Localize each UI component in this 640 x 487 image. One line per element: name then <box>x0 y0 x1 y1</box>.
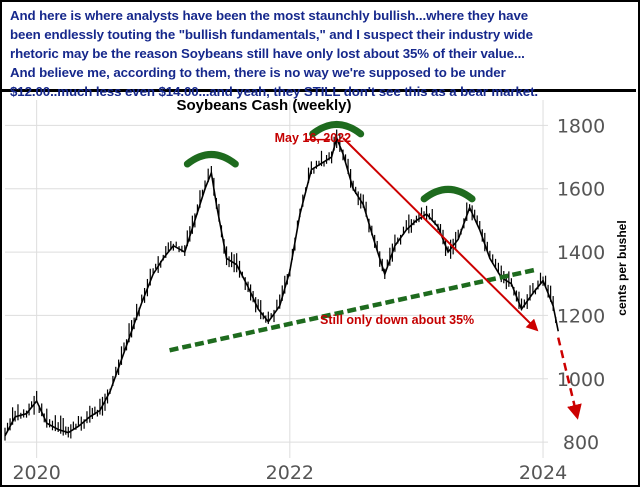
commentary-line-2: been endlessly touting the "bullish fund… <box>10 27 533 42</box>
y-tick-label: 800 <box>563 432 599 454</box>
y-tick-label: 1000 <box>557 369 605 391</box>
peak-arc <box>420 185 476 203</box>
x-tick-label: 2024 <box>519 462 567 484</box>
y-tick-label: 1200 <box>557 305 605 327</box>
support-trendline <box>169 267 538 353</box>
chart-title: Soybeans Cash (weekly) <box>176 97 351 114</box>
x-tick-label: 2020 <box>12 462 60 484</box>
peak-arc <box>183 151 239 168</box>
decline-label: Still only down about 35% <box>320 313 474 327</box>
y-axis-label: cents per bushel <box>615 220 629 315</box>
commentary-line-4: And believe me, according to them, there… <box>10 65 506 80</box>
peak-date-label: May 16, 2022 <box>275 131 351 145</box>
axis-ticks: 800 1000 1200 1400 1600 1800 2020 2022 2024 <box>12 115 605 484</box>
price-line <box>4 135 560 437</box>
y-tick-label: 1400 <box>557 242 605 264</box>
y-tick-label: 1800 <box>557 115 605 137</box>
price-series <box>4 129 560 441</box>
peak-arc <box>309 120 365 138</box>
projection-arrow <box>557 337 582 420</box>
decline-arrow <box>342 137 539 332</box>
commentary-header: And here is where analysts have been the… <box>0 0 636 99</box>
annotation-overlays: May 16, 2022 Still only down about 35% <box>169 120 582 420</box>
commentary-line-5: $12.00..much less even $14.00...and yeah… <box>10 84 539 99</box>
x-tick-label: 2022 <box>266 462 314 484</box>
commentary-line-1: And here is where analysts have been the… <box>10 8 529 23</box>
commentary-line-3: rhetoric may be the reason Soybeans stil… <box>10 46 525 61</box>
grid-lines <box>5 100 548 458</box>
y-tick-label: 1600 <box>557 179 605 201</box>
